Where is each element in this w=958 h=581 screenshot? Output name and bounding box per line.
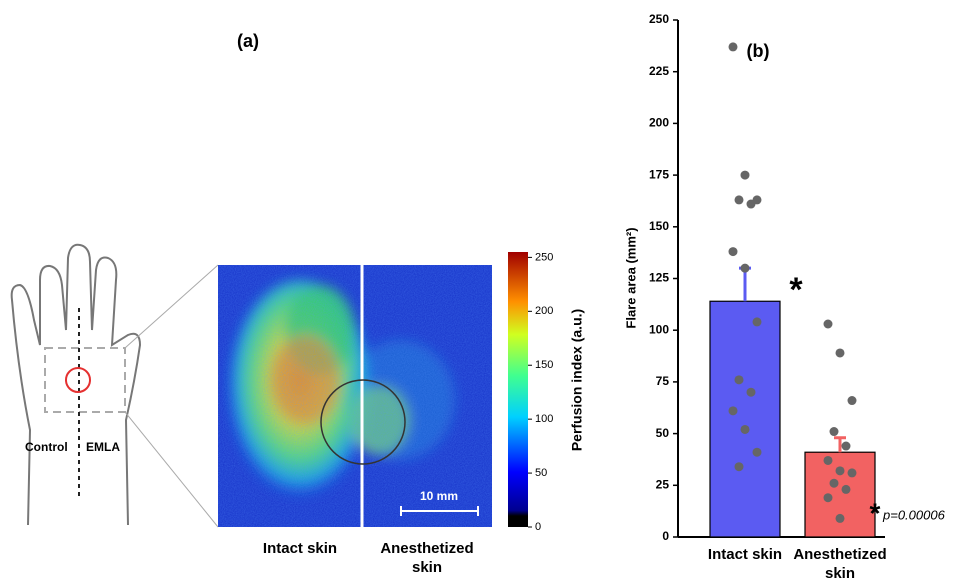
colorbar-tick-label: 50 xyxy=(535,467,547,479)
y-tick-label: 50 xyxy=(656,426,670,440)
y-tick-label: 25 xyxy=(656,477,670,491)
data-point xyxy=(829,427,839,437)
annotation: * xyxy=(789,271,803,309)
colorbar-tick-label: 150 xyxy=(535,359,553,371)
data-point xyxy=(847,468,857,478)
data-point xyxy=(734,462,744,472)
colorbar-tick-label: 100 xyxy=(535,413,553,425)
data-point xyxy=(752,317,762,327)
data-point xyxy=(841,441,851,451)
data-point xyxy=(823,493,833,503)
panel-label: (a) xyxy=(237,31,259,51)
annotation: p=0.00006 xyxy=(882,507,946,522)
error-bar xyxy=(834,436,846,453)
data-point xyxy=(734,375,744,385)
data-point xyxy=(746,387,756,397)
data-point xyxy=(728,247,738,257)
y-tick-label: 75 xyxy=(656,374,670,388)
data-point xyxy=(835,348,845,358)
y-tick-label: 100 xyxy=(649,322,669,336)
data-point xyxy=(847,396,857,406)
data-point xyxy=(728,42,738,52)
bar xyxy=(804,451,876,538)
bar xyxy=(709,300,781,538)
y-tick-label: 0 xyxy=(662,529,669,543)
data-point xyxy=(740,424,750,434)
colorbar xyxy=(508,252,528,527)
error-bar xyxy=(739,266,751,302)
data-point xyxy=(740,263,750,273)
data-point xyxy=(746,199,756,209)
data-point xyxy=(823,319,833,329)
colorbar-tick-label: 0 xyxy=(535,521,541,533)
image-label: Anesthetized skin xyxy=(380,540,474,576)
hand-label: Control xyxy=(25,440,68,454)
y-tick-label: 125 xyxy=(649,271,669,285)
data-point xyxy=(734,195,744,205)
hand-label: EMLA xyxy=(86,440,120,454)
data-point xyxy=(728,406,738,416)
data-point xyxy=(740,170,750,180)
annotation: * xyxy=(870,497,881,528)
data-point xyxy=(835,466,845,476)
hand-diagram xyxy=(10,243,219,528)
x-tick-label: Intact skin xyxy=(707,546,783,563)
panel-label: (b) xyxy=(747,41,770,61)
y-tick-label: 250 xyxy=(649,12,669,26)
y-tick-label: 150 xyxy=(649,219,669,233)
x-tick-label: Anesthetized skin xyxy=(793,546,887,581)
y-axis-label: Flare area (mm²) xyxy=(623,227,638,328)
data-point xyxy=(835,513,845,523)
data-point xyxy=(752,447,762,457)
colorbar-label: Perfusion index (a.u.) xyxy=(569,309,585,451)
image-label: Intact skin xyxy=(262,540,338,557)
scale-bar-label: 10 mm xyxy=(420,489,458,503)
y-tick-label: 225 xyxy=(649,64,669,78)
y-tick-label: 200 xyxy=(649,116,669,130)
data-point xyxy=(829,478,839,488)
y-tick-label: 175 xyxy=(649,167,669,181)
colorbar-tick-label: 200 xyxy=(535,305,553,317)
perfusion-image xyxy=(218,265,492,527)
colorbar-tick-label: 250 xyxy=(535,251,553,263)
data-point xyxy=(823,455,833,465)
data-point xyxy=(841,484,851,494)
